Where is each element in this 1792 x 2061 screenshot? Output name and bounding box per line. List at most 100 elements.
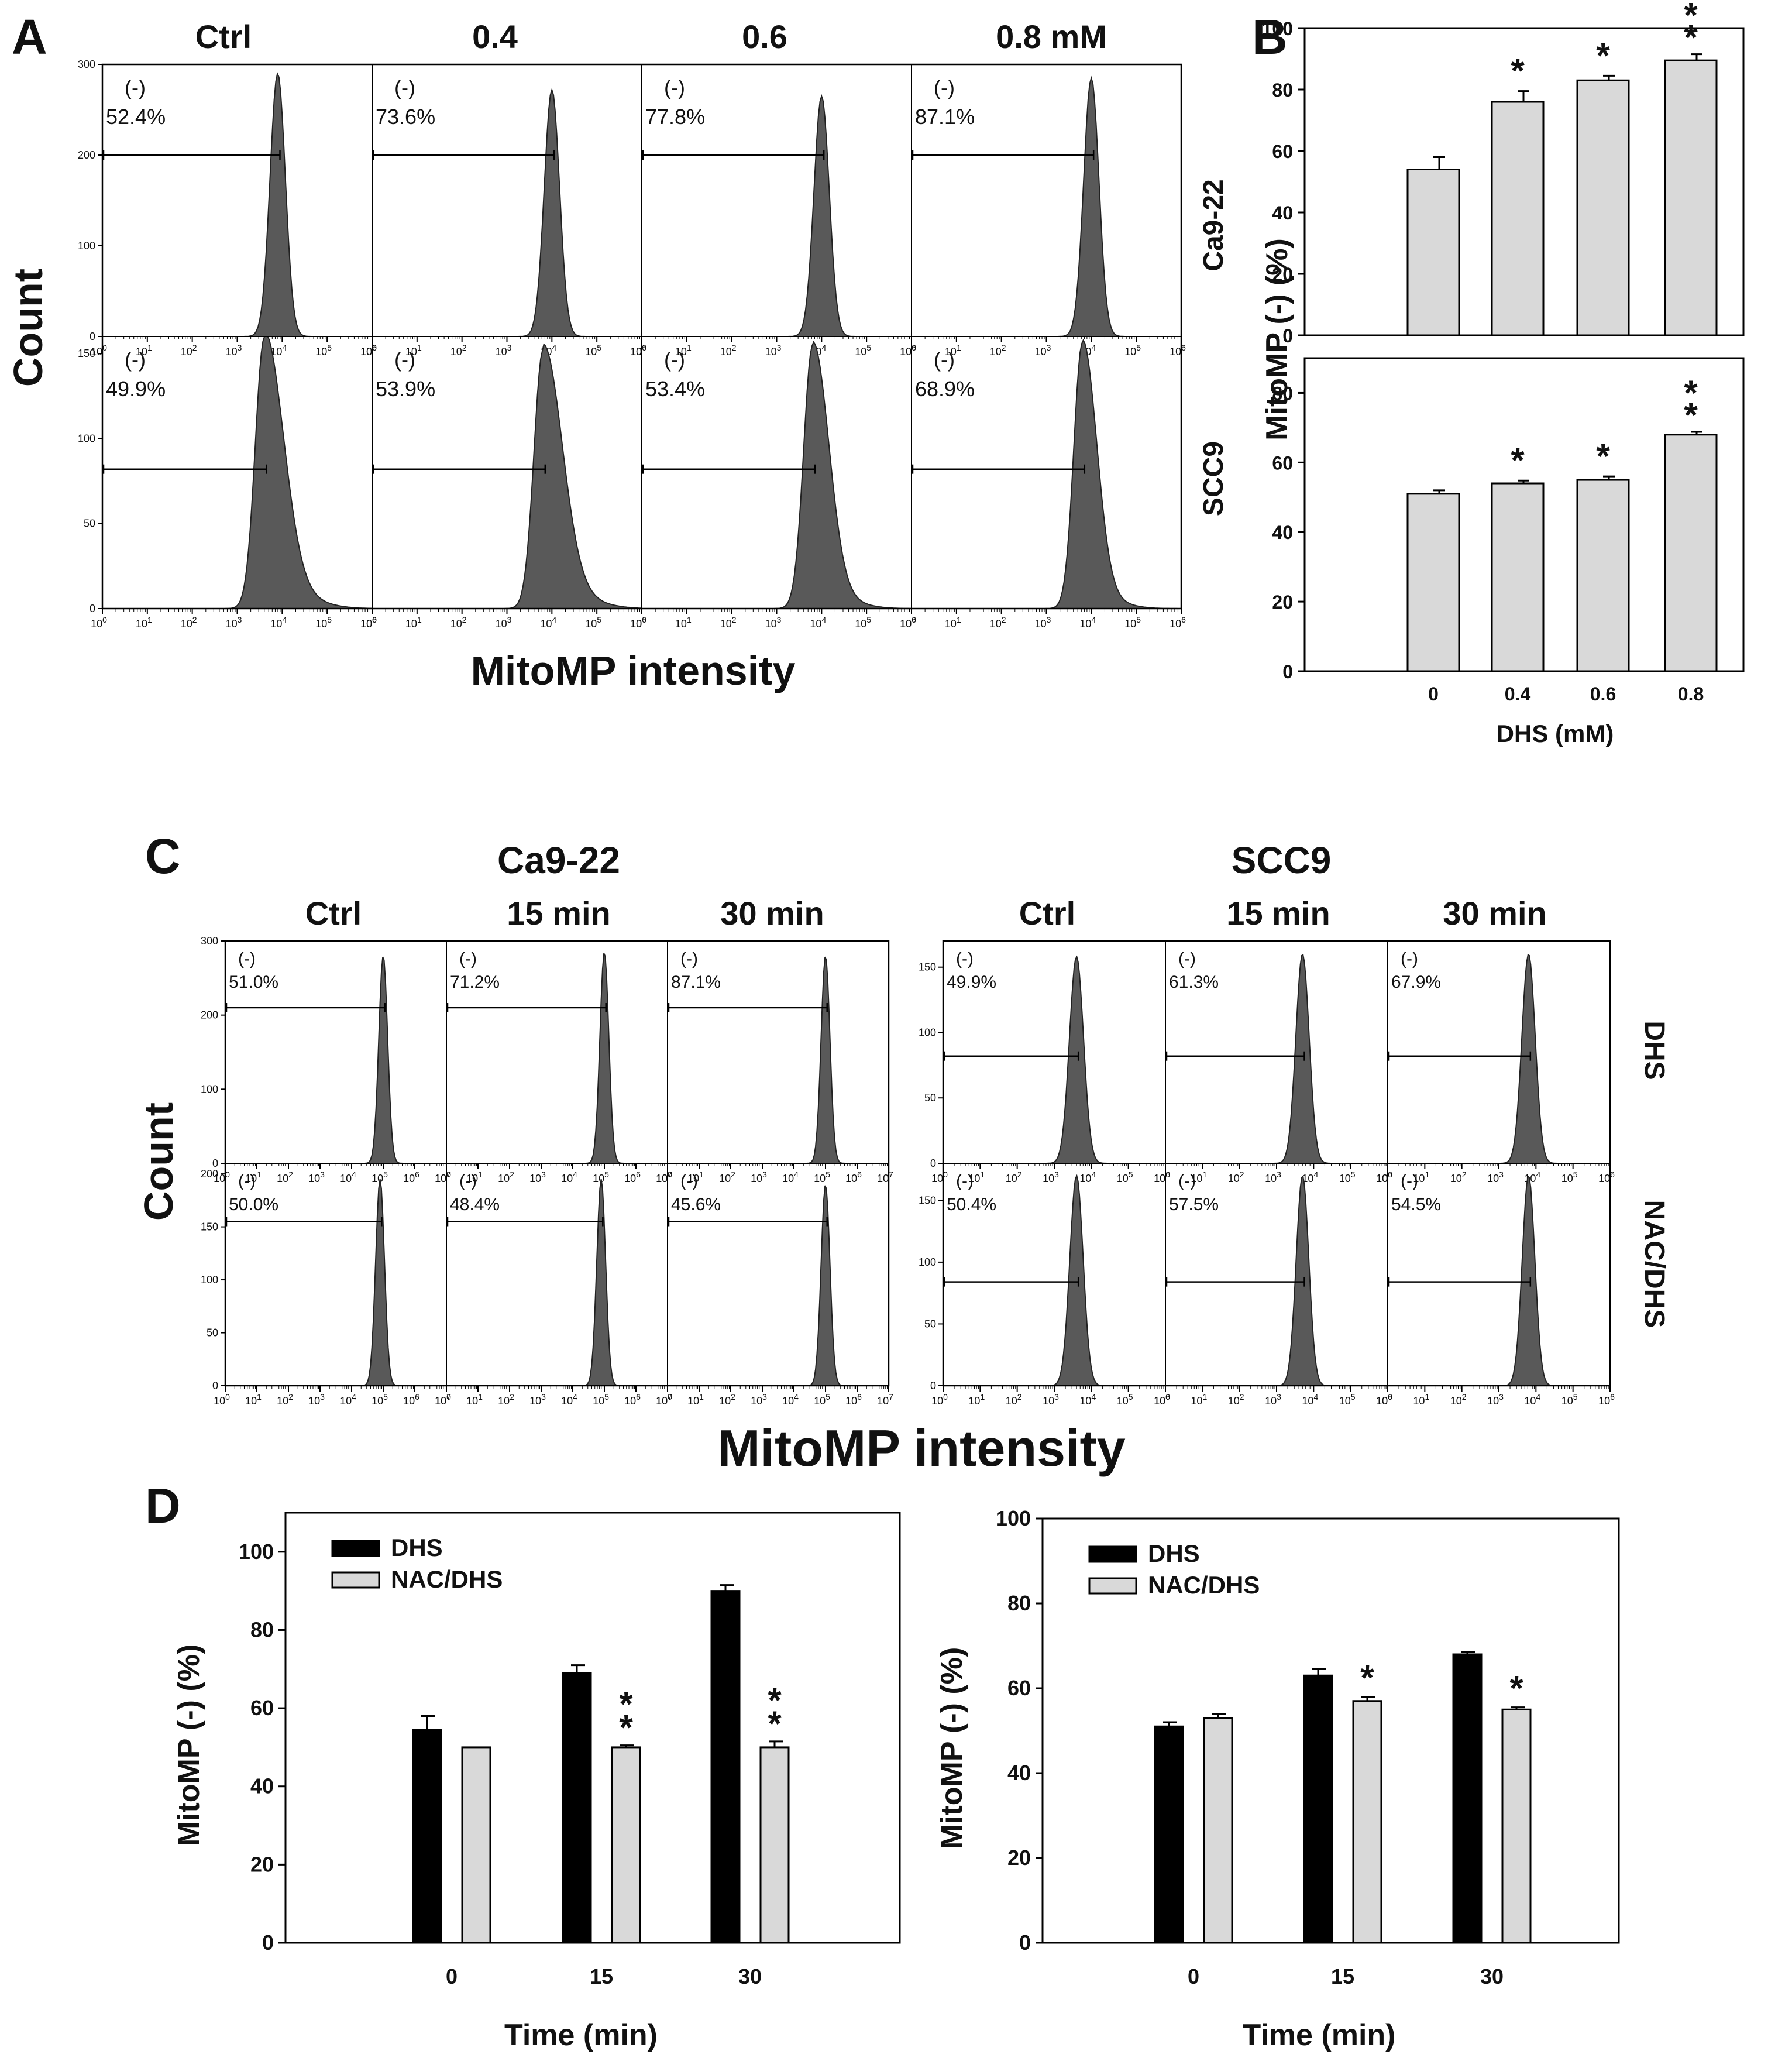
gate-marker-label: (-) xyxy=(956,1172,974,1191)
significance-star: * xyxy=(1684,0,1698,35)
hist-xtick-label: 103 xyxy=(765,615,782,630)
histogram-peak xyxy=(478,1179,668,1386)
hist-ytick-label: 0 xyxy=(930,1157,936,1169)
hist-ytick-label: 200 xyxy=(78,149,95,161)
histogram-peak xyxy=(417,343,642,609)
hist-xtick-label: 106 xyxy=(403,1392,419,1407)
hist-ytick-label: 300 xyxy=(201,935,218,947)
hist-xtick-label: 100 xyxy=(435,1170,451,1184)
histogram-peak xyxy=(1425,953,1610,1164)
y-tick-label: 60 xyxy=(1272,141,1293,162)
plot-frame xyxy=(284,1512,901,1944)
panel-b-row-ca922: Ca9-22 xyxy=(1198,179,1229,271)
legend-label-nacdhs: NAC/DHS xyxy=(391,1565,503,1593)
gate-marker-label: (-) xyxy=(459,949,477,968)
hist-xtick-label: 104 xyxy=(540,615,556,630)
hist-xtick-label: 106 xyxy=(624,1170,641,1184)
gate-marker-label: (-) xyxy=(394,75,415,99)
y-tick-label: 100 xyxy=(996,1506,1031,1530)
legend-label-dhs: DHS xyxy=(1148,1540,1200,1567)
significance-star: * xyxy=(1684,396,1698,435)
panel-a-letter: A xyxy=(12,9,47,64)
gate-marker-label: (-) xyxy=(664,348,685,372)
hist-xtick-label: 103 xyxy=(496,343,512,358)
hist-ytick-label: 150 xyxy=(78,348,95,359)
bar-nacdhs xyxy=(759,1746,790,1944)
hist-xtick-label: 106 xyxy=(1598,1392,1615,1407)
panel-b-letter: B xyxy=(1252,9,1288,64)
hist-xtick-label: 102 xyxy=(498,1170,514,1184)
hist-ytick-label: 100 xyxy=(78,432,95,444)
y-tick-label: 40 xyxy=(1007,1761,1031,1785)
hist-xtick-label: 104 xyxy=(1524,1392,1540,1407)
panel-d-bars: 0 20 40 60 80 100 MitoMP (-) (%) Time (min) DHS N… xyxy=(172,1506,1620,2052)
hist-ytick-label: 0 xyxy=(212,1157,218,1169)
significance-star: * xyxy=(1511,441,1525,480)
gate-percent-label: 73.6% xyxy=(376,105,435,129)
hist-xtick-label: 103 xyxy=(226,615,242,630)
gate-marker-label: (-) xyxy=(125,75,146,99)
hist-xtick-label: 102 xyxy=(720,343,737,358)
significance-star: * xyxy=(1511,51,1525,91)
panel-a-col-06: 0.6 xyxy=(742,18,787,55)
hist-xtick-label: 102 xyxy=(181,343,197,358)
panel-c-scc9-col-15: 15 min xyxy=(1226,895,1330,932)
hist-xtick-label: 106 xyxy=(1598,1170,1615,1184)
gate-percent-label: 54.5% xyxy=(1391,1195,1441,1214)
hist-xtick-label: 102 xyxy=(498,1392,514,1407)
hist-xtick-label: 106 xyxy=(403,1170,419,1184)
gate-marker-label: (-) xyxy=(238,1172,256,1191)
histogram-peak xyxy=(956,338,1181,609)
bar-dhs xyxy=(1154,1725,1184,1944)
hist-xtick-label: 105 xyxy=(1339,1392,1356,1407)
bar-dhs xyxy=(710,1590,741,1944)
hist-xtick-label: 106 xyxy=(630,343,646,358)
hist-xtick-label: 101 xyxy=(968,1392,985,1407)
hist-xtick-label: 100 xyxy=(656,1392,672,1407)
legend-label-nacdhs: NAC/DHS xyxy=(1148,1571,1260,1599)
panel-c-group-scc9: SCC9 xyxy=(1232,839,1332,881)
x-axis-title: Time (min) xyxy=(504,2018,658,2052)
hist-xtick-label: 103 xyxy=(751,1392,767,1407)
hist-xtick-label: 102 xyxy=(1006,1392,1022,1407)
histogram-peak xyxy=(1202,1175,1388,1386)
hist-xtick-label: 102 xyxy=(990,615,1006,630)
panel-b-row-scc9: SCC9 xyxy=(1198,441,1229,516)
significance-star: * xyxy=(1684,18,1698,57)
gate-percent-label: 53.9% xyxy=(376,377,435,401)
hist-xtick-label: 103 xyxy=(751,1170,767,1184)
y-tick-label: 100 xyxy=(1262,18,1293,39)
hist-ytick-label: 0 xyxy=(212,1380,218,1392)
histogram-peak xyxy=(980,1174,1165,1386)
gate-percent-label: 51.0% xyxy=(229,973,278,992)
hist-xtick-label: 103 xyxy=(1487,1170,1504,1184)
hist-xtick-label: 100 xyxy=(656,1170,672,1184)
gate-marker-label: (-) xyxy=(1178,1172,1196,1191)
hist-xtick-label: 102 xyxy=(277,1170,293,1184)
bar xyxy=(1406,169,1460,336)
significance-star: * xyxy=(1360,1658,1374,1698)
hist-xtick-label: 101 xyxy=(1191,1392,1207,1407)
y-tick-label: 20 xyxy=(1272,264,1293,285)
hist-xtick-label: 104 xyxy=(561,1170,577,1184)
y-tick-label: 40 xyxy=(250,1774,274,1798)
hist-xtick-label: 103 xyxy=(1487,1392,1504,1407)
panel-c-y-label: Count xyxy=(136,1102,181,1221)
gate-marker-label: (-) xyxy=(238,949,256,968)
bar xyxy=(1491,101,1545,336)
y-tick-label: 40 xyxy=(1272,202,1293,224)
significance-star: * xyxy=(768,1681,782,1720)
hist-ytick-label: 150 xyxy=(919,1194,936,1206)
gate-marker-label: (-) xyxy=(1401,949,1418,968)
hist-xtick-label: 105 xyxy=(1117,1170,1133,1184)
hist-xtick-label: 105 xyxy=(1561,1392,1578,1407)
x-tick-label: 0 xyxy=(1428,683,1439,705)
significance-star: * xyxy=(1596,437,1610,476)
panel-c-scc9-col-30: 30 min xyxy=(1443,895,1546,932)
hist-xtick-label: 104 xyxy=(810,615,826,630)
hist-xtick-label: 105 xyxy=(1124,343,1141,358)
y-tick-label: 0 xyxy=(1282,325,1293,346)
hist-xtick-label: 104 xyxy=(1079,1392,1096,1407)
legend-swatch-dhs xyxy=(1088,1545,1137,1563)
x-tick-label: 0.8 xyxy=(1678,683,1704,705)
